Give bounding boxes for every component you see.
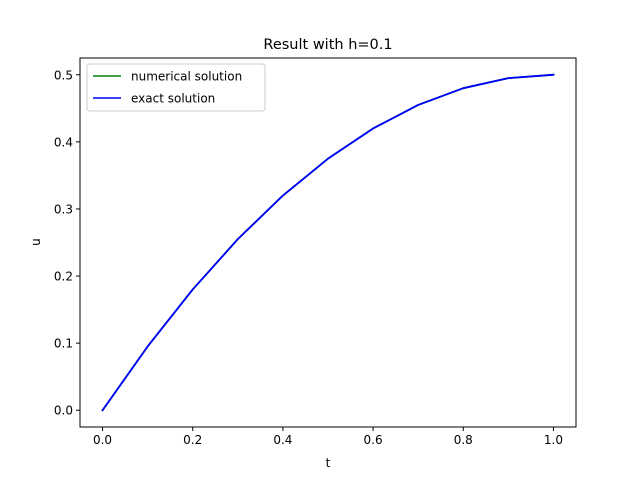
y-tick-label: 0.1 xyxy=(54,337,73,351)
legend: numerical solution exact solution xyxy=(86,63,266,112)
x-tick-label: 0.4 xyxy=(273,433,292,447)
legend-label-numerical-solution: numerical solution xyxy=(131,70,242,84)
x-tick-label: 0.2 xyxy=(183,433,202,447)
y-tick-label: 0.0 xyxy=(54,404,73,418)
y-tick-label: 0.3 xyxy=(54,202,73,216)
y-tick-label: 0.5 xyxy=(54,68,73,82)
x-axis-label: t xyxy=(326,456,331,470)
legend-label-exact-solution: exact solution xyxy=(131,92,215,106)
y-axis-label: u xyxy=(29,238,43,246)
axes-frame xyxy=(79,57,577,428)
x-tick-label: 1.0 xyxy=(544,433,563,447)
x-tick-label: 0.0 xyxy=(93,433,112,447)
series-line-exact-solution xyxy=(101,73,555,412)
chart-title: Result with h=0.1 xyxy=(263,37,392,53)
y-axis: 0.0 0.1 0.2 0.3 0.4 0.5 xyxy=(54,68,80,418)
y-tick-label: 0.2 xyxy=(54,270,73,284)
legend-box xyxy=(86,63,266,112)
x-axis: 0.0 0.2 0.4 0.6 0.8 1.0 xyxy=(93,427,563,447)
x-tick-label: 0.6 xyxy=(364,433,383,447)
series-layer xyxy=(101,73,555,412)
y-tick-label: 0.4 xyxy=(54,135,73,149)
x-tick-label: 0.8 xyxy=(454,433,473,447)
